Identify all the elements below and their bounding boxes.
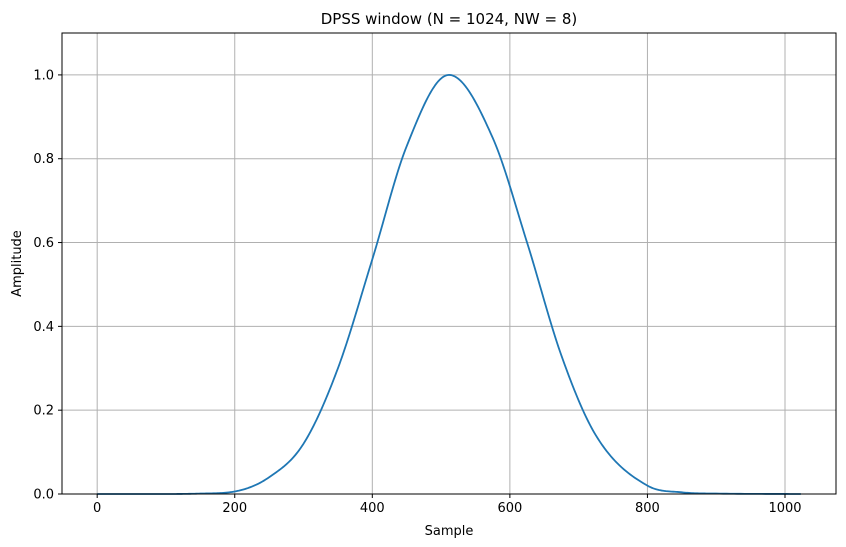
x-tick-label: 400 xyxy=(360,501,385,516)
y-tick-label: 0.4 xyxy=(33,320,54,335)
y-tick-label: 0.6 xyxy=(33,236,54,251)
x-tick-label: 600 xyxy=(497,501,522,516)
x-tick-label: 1000 xyxy=(768,501,801,516)
x-tick-label: 200 xyxy=(222,501,247,516)
y-ticks: 0.0 0.2 0.4 0.6 0.8 1.0 xyxy=(33,68,62,503)
series-layer xyxy=(97,74,801,495)
y-tick-label: 0.0 xyxy=(33,488,54,503)
x-axis-label: Sample xyxy=(425,524,474,539)
y-tick-label: 0.8 xyxy=(33,152,54,167)
y-axis-label: Amplitude xyxy=(10,230,25,297)
chart-title: DPSS window (N = 1024, NW = 8) xyxy=(321,10,578,28)
series-line xyxy=(97,74,801,495)
plot-frame xyxy=(61,32,837,495)
x-tick-label: 0 xyxy=(93,501,101,516)
axes xyxy=(61,32,837,495)
y-tick-label: 1.0 xyxy=(33,68,54,83)
x-tick-label: 800 xyxy=(635,501,660,516)
x-ticks: 0 200 400 600 800 1000 xyxy=(93,494,802,516)
grid xyxy=(62,33,836,495)
y-tick-label: 0.2 xyxy=(33,404,54,419)
